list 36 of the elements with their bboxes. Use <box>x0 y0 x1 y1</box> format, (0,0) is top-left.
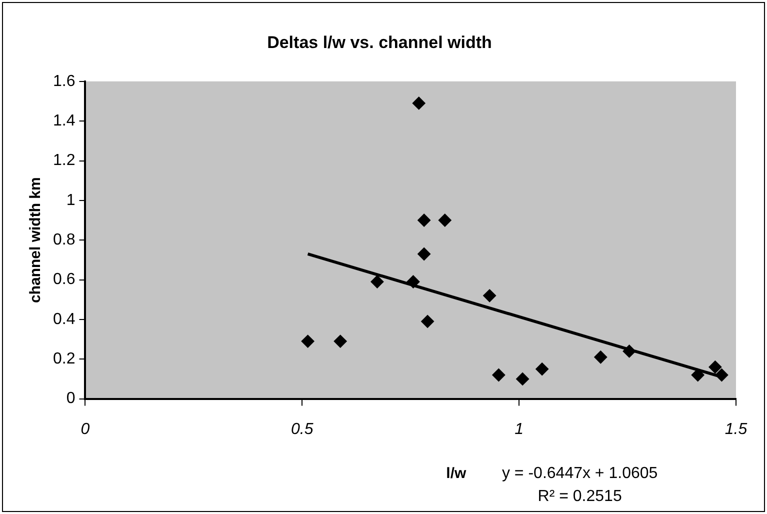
y-tick-label: 1.6 <box>52 72 76 90</box>
point <box>438 214 452 227</box>
chart-title: Deltas l/w vs. channel width <box>267 32 492 52</box>
point <box>418 214 431 227</box>
text: y = -0.6447x + 1.0605 <box>502 465 658 482</box>
text: R² = 0.2515 <box>538 488 622 506</box>
y-tick-label: 1.4 <box>52 112 76 130</box>
point <box>301 334 314 348</box>
point <box>412 96 426 110</box>
point <box>715 368 728 382</box>
y-tick-label: 1 <box>66 192 76 209</box>
point <box>594 350 608 364</box>
x-axis-title: l/w <box>446 464 466 482</box>
point <box>406 275 420 288</box>
point <box>421 314 434 328</box>
x-tick-label: 0 <box>80 420 90 438</box>
point <box>536 362 549 376</box>
y-tick-label: 0.6 <box>52 271 76 288</box>
y-tick-label: 0 <box>66 390 76 408</box>
point <box>691 368 704 382</box>
point <box>492 368 506 382</box>
point <box>516 372 530 386</box>
x-tick-label: 1.5 <box>724 420 748 438</box>
x-tick-label: 1 <box>514 420 524 438</box>
x-tick-label: 0.5 <box>291 420 314 438</box>
point <box>622 344 636 358</box>
y-axis-title: channel width km <box>27 177 44 304</box>
y-tick-label: 0.2 <box>52 350 76 368</box>
point <box>370 275 384 288</box>
point <box>483 289 496 302</box>
y-tick-label: 0.8 <box>52 232 76 249</box>
point <box>708 360 722 374</box>
point <box>334 334 347 348</box>
point <box>418 247 431 260</box>
y-tick-label: 1.2 <box>52 152 76 170</box>
y-tick-label: 0.4 <box>52 310 76 328</box>
